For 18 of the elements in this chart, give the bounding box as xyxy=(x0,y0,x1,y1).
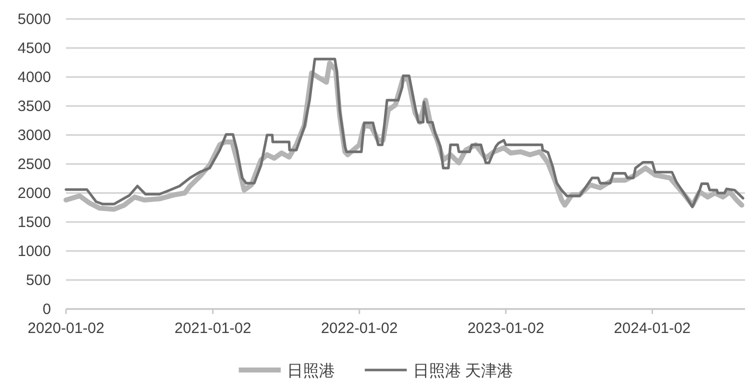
y-tick-label: 1500 xyxy=(18,214,51,231)
x-tick-label: 2022-01-02 xyxy=(320,320,398,337)
y-tick-label: 3500 xyxy=(18,98,51,115)
y-tick-label: 2000 xyxy=(18,185,51,202)
y-tick-label: 5000 xyxy=(18,11,51,28)
y-tick-label: 1000 xyxy=(18,243,51,260)
legend-label: 日照港 xyxy=(286,362,335,380)
x-tick-label: 2023-01-02 xyxy=(467,320,544,337)
x-tick-label: 2024-01-02 xyxy=(614,320,691,337)
y-tick-label: 4000 xyxy=(18,69,51,86)
y-tick-label: 4500 xyxy=(18,40,51,57)
x-tick-label: 2020-01-02 xyxy=(28,320,104,337)
legend-label: 日照港 天津港 xyxy=(412,362,514,380)
x-tick-label: 2021-01-02 xyxy=(174,320,252,337)
y-tick-label: 2500 xyxy=(18,156,51,173)
y-tick-label: 500 xyxy=(26,272,51,289)
y-tick-label: 0 xyxy=(42,301,51,318)
y-tick-label: 3000 xyxy=(18,127,51,144)
